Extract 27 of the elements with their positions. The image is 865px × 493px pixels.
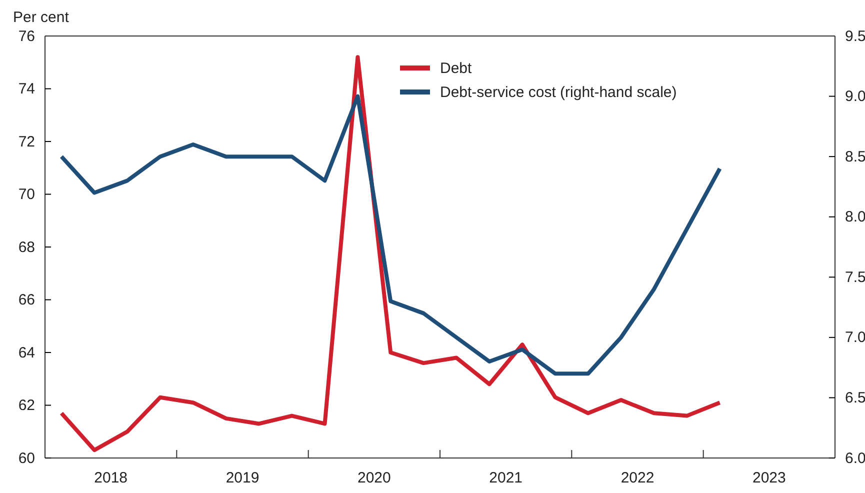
legend-label: Debt xyxy=(440,60,473,77)
y-tick-label: 72 xyxy=(18,133,35,150)
y2-tick-label: 7.5 xyxy=(845,268,865,286)
y-tick-label: 64 xyxy=(18,344,35,362)
y2-tick-label: 8.5 xyxy=(845,148,865,166)
y-tick-label: 62 xyxy=(18,397,35,414)
x-tick-label: 2023 xyxy=(752,470,786,487)
x-tick-label: 2018 xyxy=(94,470,128,487)
y-tick-label: 66 xyxy=(18,292,35,309)
y2-tick-label: 7.0 xyxy=(845,329,865,346)
y-tick-label: 68 xyxy=(18,238,35,256)
y2-tick-label: 6.5 xyxy=(845,390,865,407)
x-tick-label: 2020 xyxy=(357,470,391,487)
y-axis-title: Per cent xyxy=(13,9,70,26)
legend-label: Debt-service cost (right-hand scale) xyxy=(440,84,677,101)
y2-tick-label: 6.0 xyxy=(845,450,865,467)
y-tick-label: 74 xyxy=(18,80,35,98)
x-tick-label: 2019 xyxy=(226,470,260,487)
y2-tick-label: 9.5 xyxy=(845,28,865,45)
line-series xyxy=(59,55,722,452)
y-tick-label: 76 xyxy=(18,28,35,45)
x-tick-label: 2022 xyxy=(620,470,654,487)
y-tick-label: 70 xyxy=(18,186,35,204)
y-tick-label: 60 xyxy=(18,450,35,467)
y2-tick-label: 9.0 xyxy=(845,88,865,106)
y2-tick-label: 8.0 xyxy=(845,208,865,226)
x-tick-label: 2021 xyxy=(489,470,523,487)
